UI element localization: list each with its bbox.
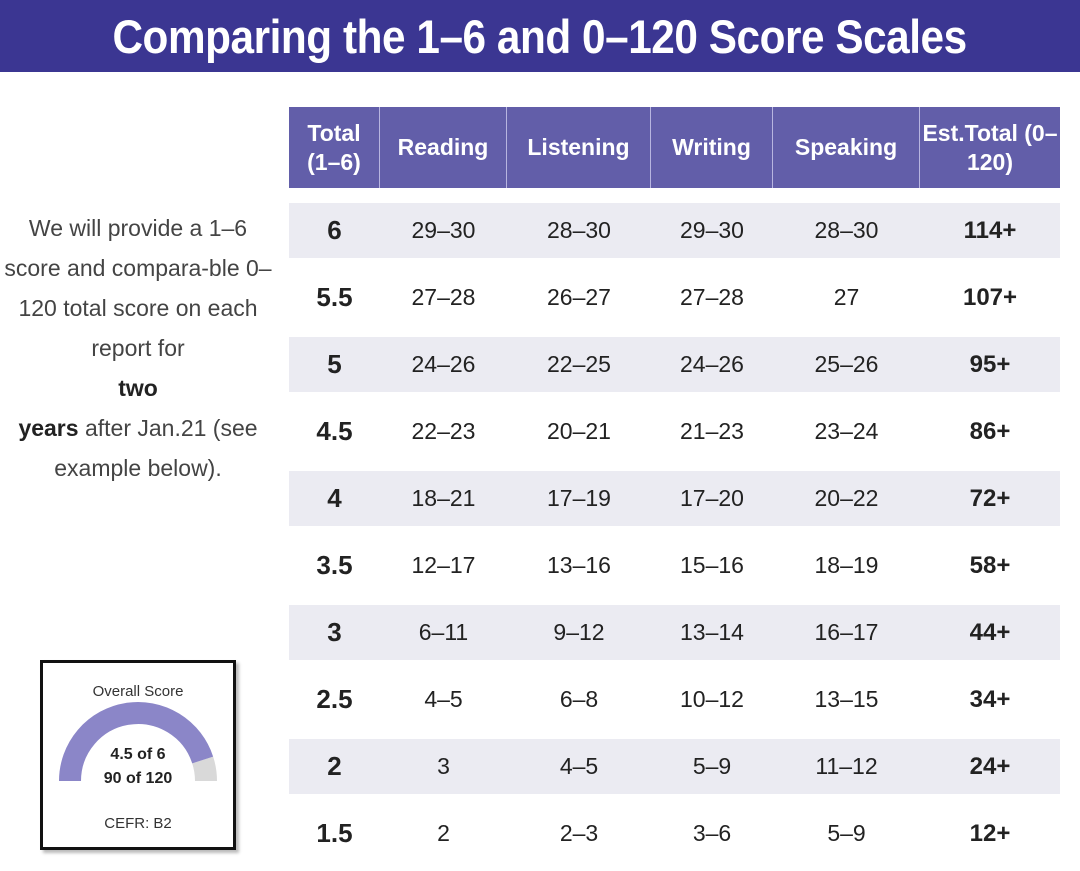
table-cell: 5.5	[316, 282, 353, 312]
table-cell: 12–17	[411, 552, 476, 578]
gauge-track	[192, 756, 217, 782]
table-cell: 6–8	[559, 686, 599, 712]
table-cell: 13–15	[814, 686, 879, 712]
table-cell: 3	[380, 733, 507, 800]
table-cell: 2.5	[316, 684, 353, 714]
score-table: Total (1–6) Reading Listening Writing Speaki…	[289, 107, 1060, 867]
table-cell: 2	[437, 820, 450, 846]
table-cell: 3–6	[692, 820, 732, 846]
score-card-title: Overall Score	[92, 683, 184, 700]
table-cell: 28–30	[773, 197, 920, 264]
side-note-bold-two: two	[118, 375, 158, 401]
table-cell: 6	[289, 197, 380, 264]
table-cell: 4–5	[424, 686, 463, 712]
table-cell: 27–28	[411, 284, 476, 310]
table-cell: 4	[289, 465, 380, 532]
side-note: We will provide a 1–6 score and compara-…	[0, 208, 276, 488]
table-cell: 28–30	[507, 197, 651, 264]
table-row: 5.5 27–28 26–27 27–28 27 107+	[289, 264, 1060, 331]
overall-score-card: Overall Score 4.5 of 6 90 of 120 CEFR: B…	[40, 660, 236, 850]
table-cell: 5	[289, 331, 380, 398]
title-bar: Comparing the 1–6 and 0–120 Score Scales	[0, 0, 1080, 72]
table-cell: 13–14	[651, 599, 773, 666]
column-header: Listening	[507, 107, 651, 188]
table-cell: 18–21	[380, 465, 507, 532]
side-note-text-2: after Jan.21 (see example below).	[54, 415, 258, 481]
table-cell: 44+	[920, 599, 1060, 666]
table-cell: 5–9	[827, 820, 866, 846]
table-cell: 24–26	[380, 331, 507, 398]
table-row: 4 18–21 17–19 17–20 20–22 72+	[289, 465, 1060, 532]
table-cell: 26–27	[547, 284, 611, 310]
table-cell: 4.5	[316, 416, 353, 446]
column-header: Est.Total (0–120)	[920, 107, 1060, 188]
table-cell: 22–25	[507, 331, 651, 398]
table-cell: 9–12	[507, 599, 651, 666]
table-cell: 114+	[920, 197, 1060, 264]
table-row: 5 24–26 22–25 24–26 25–26 95+	[289, 331, 1060, 398]
column-header: Reading	[380, 107, 507, 188]
table-row: 6 29–30 28–30 29–30 28–30 114+	[289, 197, 1060, 264]
table-cell: 16–17	[773, 599, 920, 666]
table-cell: 17–19	[507, 465, 651, 532]
score-0-120: 90 of 120	[103, 770, 173, 787]
table-cell: 21–23	[680, 418, 744, 444]
table-cell: 23–24	[814, 418, 879, 444]
table-row: 2.5 4–5 6–8 10–12 13–15 34+	[289, 666, 1060, 733]
table-cell: 24+	[920, 733, 1060, 800]
table-cell: 107+	[962, 283, 1018, 311]
table-row: 3.5 12–17 13–16 15–16 18–19 58+	[289, 532, 1060, 599]
table-cell: 27–28	[680, 284, 744, 310]
table-row: 1.5 2 2–3 3–6 5–9 12+	[289, 800, 1060, 867]
table-row: 4.5 22–23 20–21 21–23 23–24 86+	[289, 398, 1060, 465]
table-cell: 18–19	[814, 552, 879, 578]
table-cell: 95+	[920, 331, 1060, 398]
table-cell: 1.5	[316, 818, 353, 848]
table-row: 2 3 4–5 5–9 11–12 24+	[289, 733, 1060, 800]
table-cell: 29–30	[651, 197, 773, 264]
table-cell: 11–12	[773, 733, 920, 800]
table-cell: 86+	[969, 417, 1011, 445]
table-cell: 5–9	[651, 733, 773, 800]
table-cell: 34+	[969, 685, 1011, 713]
table-cell: 22–23	[411, 418, 476, 444]
table-cell: 20–22	[773, 465, 920, 532]
column-header: Speaking	[773, 107, 920, 188]
table-row: 3 6–11 9–12 13–14 16–17 44+	[289, 599, 1060, 666]
side-note-text-1: We will provide a 1–6 score and compara-…	[4, 215, 272, 361]
table-cell: 29–30	[380, 197, 507, 264]
table-cell: 15–16	[680, 552, 744, 578]
table-cell: 12+	[969, 819, 1011, 847]
page-title: Comparing the 1–6 and 0–120 Score Scales	[112, 9, 968, 63]
side-note-bold-years: years	[18, 415, 79, 441]
table-cell: 25–26	[773, 331, 920, 398]
column-header: Writing	[651, 107, 773, 188]
table-cell: 3.5	[316, 550, 353, 580]
cefr-level: CEFR: B2	[104, 815, 172, 832]
table-cell: 24–26	[651, 331, 773, 398]
table-cell: 2	[289, 733, 380, 800]
table-cell: 13–16	[547, 552, 611, 578]
score-1-6: 4.5 of 6	[110, 746, 166, 763]
table-cell: 2–3	[559, 820, 599, 846]
table-cell: 17–20	[651, 465, 773, 532]
gauge-fill	[59, 702, 214, 782]
table-cell: 72+	[920, 465, 1060, 532]
table-cell: 6–11	[380, 599, 507, 666]
table-cell: 20–21	[547, 418, 611, 444]
table-cell: 58+	[969, 551, 1011, 579]
table-cell: 10–12	[680, 686, 744, 712]
table-cell: 4–5	[507, 733, 651, 800]
score-gauge	[59, 702, 217, 782]
table-cell: 27	[833, 284, 860, 310]
column-header: Total (1–6)	[289, 107, 380, 188]
table-cell: 3	[289, 599, 380, 666]
